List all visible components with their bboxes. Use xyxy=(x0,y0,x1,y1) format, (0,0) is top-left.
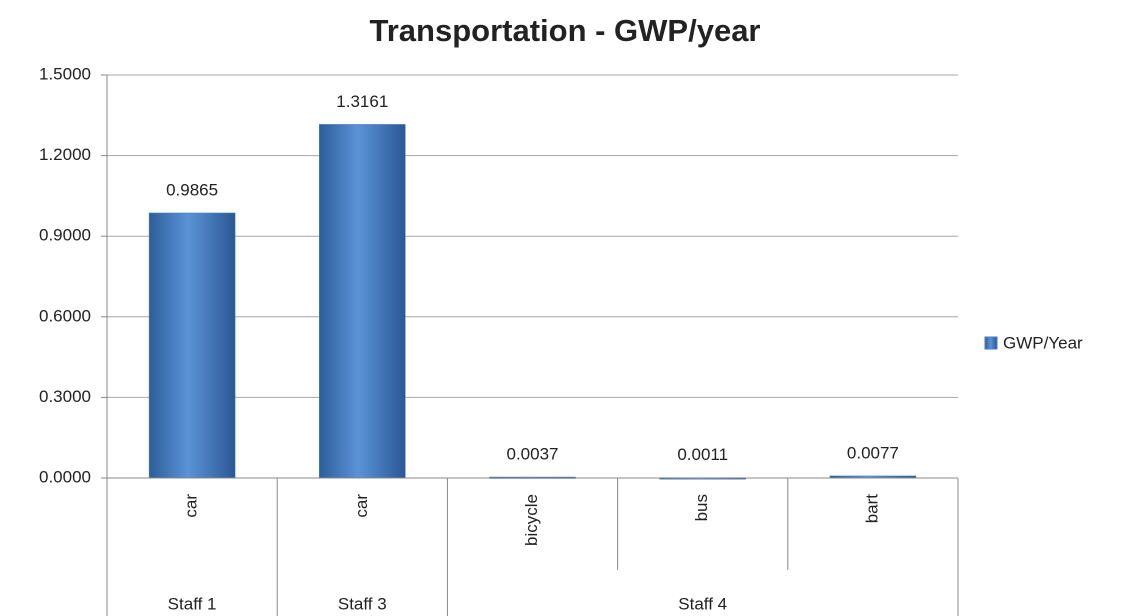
group-label: Staff 3 xyxy=(338,594,387,613)
value-label: 0.0011 xyxy=(677,445,728,464)
legend-marker xyxy=(984,336,998,350)
y-tick-label: 0.0000 xyxy=(39,467,91,486)
y-tick-label: 0.3000 xyxy=(39,387,91,406)
value-label: 0.9865 xyxy=(166,180,218,199)
x-tick-label: car xyxy=(352,494,371,518)
group-label: Staff 1 xyxy=(168,594,217,613)
value-label: 1.3161 xyxy=(336,92,388,111)
chart-title: Transportation - GWP/year xyxy=(369,13,760,48)
y-tick-label: 1.2000 xyxy=(39,145,91,164)
value-label: 0.0077 xyxy=(847,443,899,462)
bar xyxy=(319,124,406,479)
x-tick-label: bart xyxy=(862,494,881,524)
y-tick-label: 0.9000 xyxy=(39,226,91,245)
x-tick-label: car xyxy=(182,494,201,518)
bar xyxy=(148,212,236,479)
x-tick-label: bicycle xyxy=(522,494,541,546)
legend-label: GWP/Year xyxy=(1003,333,1083,352)
x-tick-label: bus xyxy=(692,494,711,521)
y-tick-label: 1.5000 xyxy=(39,64,91,83)
group-label: Staff 4 xyxy=(678,594,727,613)
value-label: 0.0037 xyxy=(507,444,559,463)
y-tick-label: 0.6000 xyxy=(39,306,91,325)
